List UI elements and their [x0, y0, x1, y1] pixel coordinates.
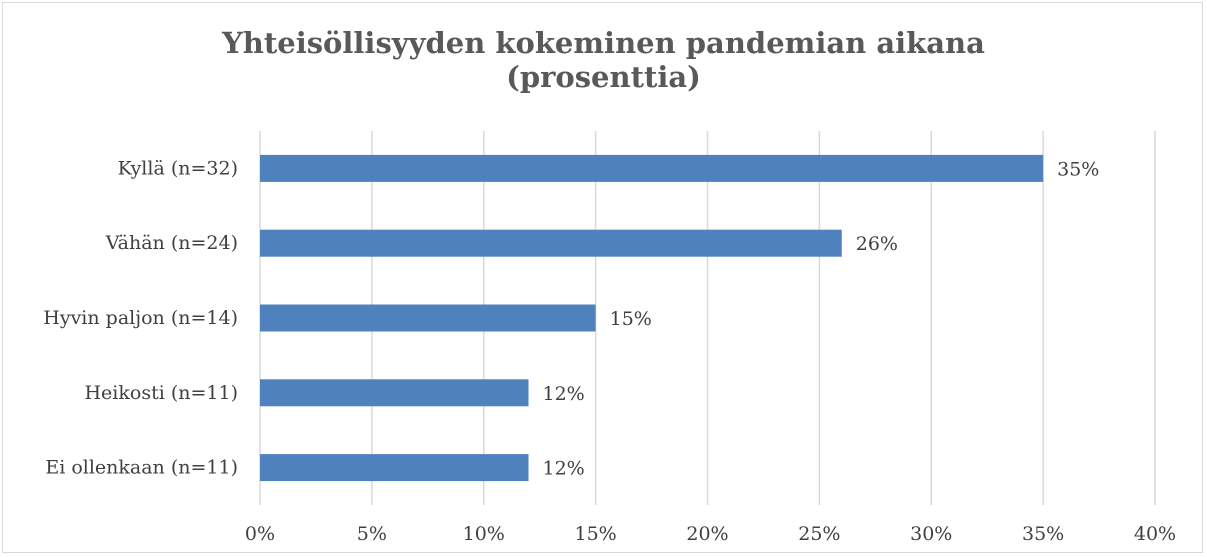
x-tick-label: 25%: [798, 523, 840, 545]
y-tick-label: Heikosti (n=11): [84, 382, 238, 404]
data-label: 12%: [543, 458, 585, 480]
x-tick-label: 10%: [463, 523, 505, 545]
x-tick-label: 40%: [1134, 523, 1176, 545]
data-label: 35%: [1057, 158, 1099, 180]
x-tick-label: 0%: [245, 523, 275, 545]
y-tick-label: Hyvin paljon (n=14): [43, 307, 238, 329]
x-tick-label: 35%: [1022, 523, 1064, 545]
y-tick-label: Kyllä (n=32): [118, 157, 238, 179]
data-label: 12%: [543, 383, 585, 405]
y-tick-label: Vähän (n=24): [105, 232, 238, 254]
x-tick-label: 5%: [357, 523, 387, 545]
bar: [260, 229, 842, 257]
x-tick-label: 30%: [910, 523, 952, 545]
x-tick-label: 20%: [686, 523, 728, 545]
y-tick-label: Ei ollenkaan (n=11): [45, 457, 238, 479]
bar: [260, 304, 596, 332]
bar: [260, 154, 1044, 182]
data-label: 15%: [610, 308, 652, 330]
chart-title: Yhteisöllisyyden kokeminen pandemian aik…: [222, 26, 985, 94]
data-label: 26%: [856, 233, 898, 255]
x-tick-label: 15%: [575, 523, 617, 545]
bar: [260, 454, 529, 482]
bar: [260, 379, 529, 407]
